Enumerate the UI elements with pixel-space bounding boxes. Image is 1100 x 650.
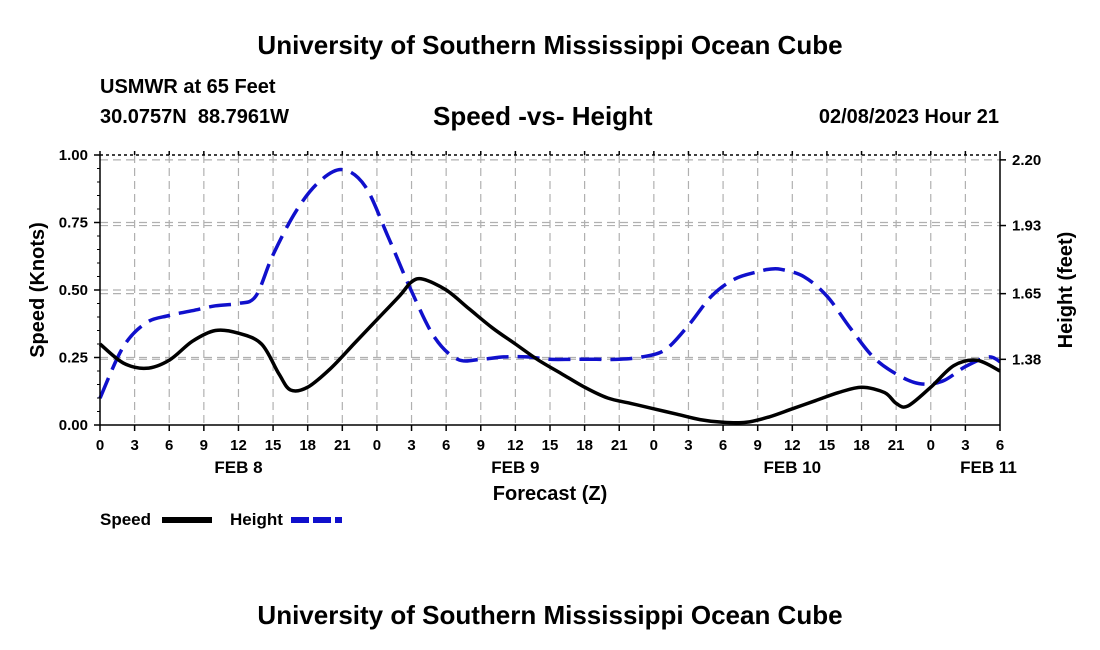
x-tick-label: 0 [927, 437, 935, 454]
x-date-label: FEB 9 [491, 458, 539, 477]
forecast-datetime: 02/08/2023 Hour 21 [818, 106, 999, 128]
x-tick-label: 15 [819, 437, 836, 454]
x-tick-label: 12 [507, 437, 524, 454]
x-tick-label: 21 [888, 437, 905, 454]
y-right-tick-label: 1.93 [1012, 218, 1041, 235]
x-tick-label: 6 [996, 437, 1004, 454]
speed-series-line [98, 276, 1001, 425]
y-right-tick-label: 1.65 [1012, 286, 1041, 303]
height-series-line [98, 167, 1001, 399]
x-tick-label: 0 [96, 437, 104, 454]
axes [94, 151, 1006, 431]
x-axis-label: Forecast (Z) [493, 483, 607, 505]
x-tick-label: 18 [299, 437, 316, 454]
x-tick-label: 6 [165, 437, 173, 454]
legend: Speed Height [100, 510, 342, 529]
y-axis-right-label: Height (feet) [1055, 232, 1077, 349]
y-right-tick-label: 2.20 [1012, 152, 1041, 169]
x-tick-label: 9 [754, 437, 762, 454]
x-tick-label: 6 [719, 437, 727, 454]
grid-lines [100, 155, 1000, 425]
station-label: USMWR at 65 Feet [100, 76, 276, 98]
x-tick-label: 15 [542, 437, 559, 454]
x-date-label: FEB 11 [960, 458, 1017, 477]
chart-main-title: University of Southern Mississippi Ocean… [257, 30, 843, 60]
x-tick-label: 3 [407, 437, 415, 454]
x-tick-label: 0 [650, 437, 658, 454]
x-tick-label: 3 [684, 437, 692, 454]
x-date-label: FEB 8 [214, 458, 262, 477]
tick-labels: 0 3 6 9 12 15 18 21 0 3 6 9 12 15 18 21 0 3 6 9 12 15 18 21 0 3 6 F… [59, 147, 1041, 477]
x-tick-label: 21 [334, 437, 351, 454]
y-left-tick-label: 0.00 [59, 417, 88, 434]
x-tick-label: 3 [961, 437, 969, 454]
series-layer [98, 167, 1001, 425]
x-tick-label: 12 [784, 437, 801, 454]
y-right-tick-label: 1.38 [1012, 351, 1041, 368]
station-coordinates: 30.0757N 88.7961W [100, 106, 290, 128]
x-tick-label: 3 [130, 437, 138, 454]
legend-speed-label: Speed [100, 510, 151, 529]
x-tick-label: 18 [576, 437, 593, 454]
x-date-label: FEB 10 [763, 458, 821, 477]
plot-title: Speed -vs- Height [433, 101, 653, 131]
y-left-tick-label: 0.75 [59, 215, 88, 232]
x-tick-label: 12 [230, 437, 247, 454]
x-tick-label: 18 [853, 437, 870, 454]
legend-height-label: Height [230, 510, 283, 529]
chart-footer-title: University of Southern Mississippi Ocean… [257, 600, 843, 630]
y-left-tick-label: 0.25 [59, 350, 88, 367]
x-tick-label: 0 [373, 437, 381, 454]
x-tick-label: 6 [442, 437, 450, 454]
y-left-tick-label: 1.00 [59, 147, 88, 164]
y-axis-left-label: Speed (Knots) [27, 222, 49, 358]
x-tick-label: 9 [200, 437, 208, 454]
x-tick-label: 9 [477, 437, 485, 454]
x-tick-label: 21 [611, 437, 628, 454]
y-left-tick-label: 0.50 [59, 282, 88, 299]
x-tick-label: 15 [265, 437, 282, 454]
